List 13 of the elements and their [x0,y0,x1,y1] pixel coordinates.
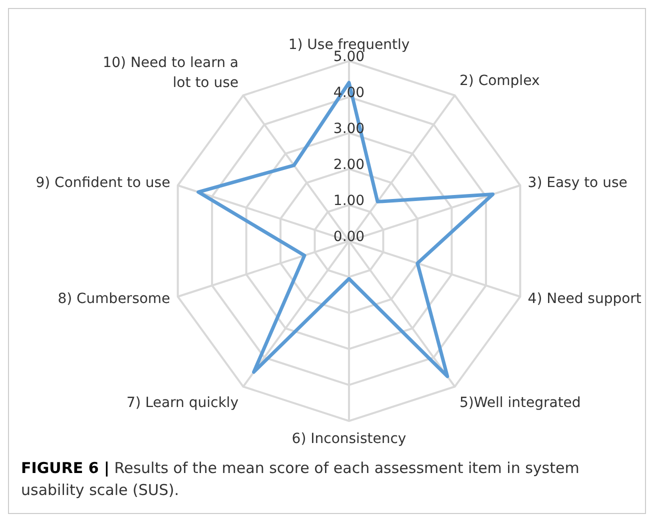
y-tick-label: 2.00 [333,157,365,173]
spoke-label: 4) Need support [528,291,642,308]
spoke-label: 8) Cumbersome [58,291,170,308]
spoke-label: 7) Learn quickly [126,395,238,412]
spoke-label: 5)Well integrated [460,395,581,412]
spoke-label: 3) Easy to use [528,174,628,191]
caption: FIGURE 6 | Results of the mean score of each assessment item in system usability scale (SUS). [21,459,580,499]
spoke-label: 9) Confident to use [36,174,170,191]
spoke-label: 10) Need to learn a lot to use [102,54,238,91]
y-tick-label: 1.00 [333,193,365,209]
y-tick-label: 0.00 [333,229,365,245]
spoke-label: 6) Inconsistency [292,431,406,447]
spoke-label: 2) Complex [460,72,540,89]
